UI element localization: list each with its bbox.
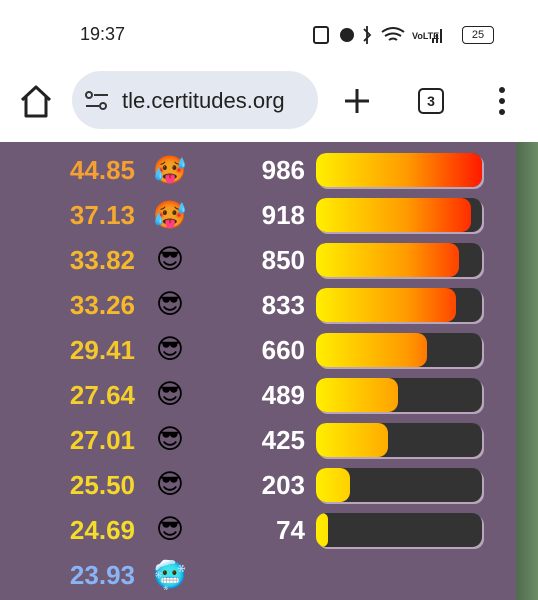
row-score: 489 (261, 380, 305, 410)
row-emoji: 😎 (155, 334, 185, 364)
score-track (316, 468, 482, 502)
row-emoji: 😎 (155, 379, 185, 409)
score-bar (316, 468, 351, 502)
row-value: 25.50 (69, 470, 135, 500)
score-track (316, 423, 482, 457)
score-track (316, 288, 482, 322)
home-button[interactable] (16, 82, 56, 122)
row-emoji: 😎 (155, 514, 185, 544)
score-track (316, 198, 482, 232)
row-emoji: 😎 (155, 424, 185, 454)
row-emoji: 🥵 (153, 155, 187, 185)
row-score: 660 (261, 335, 305, 365)
score-track (316, 333, 482, 367)
score-bar (316, 513, 329, 547)
row-score: 203 (261, 470, 305, 500)
score-track (316, 513, 482, 547)
row-emoji: 😎 (155, 289, 185, 319)
score-bar (316, 288, 457, 322)
tab-count[interactable]: 3 (418, 88, 444, 114)
row-score: 850 (261, 245, 305, 275)
row-value: 37.13 (69, 200, 135, 230)
row-value: 44.85 (69, 155, 135, 185)
row-score: 918 (261, 200, 305, 230)
site-settings-icon[interactable] (84, 89, 110, 113)
status-bar: 19:37 VoLTE 25 (0, 0, 538, 62)
row-value: 29.41 (69, 335, 135, 365)
row-emoji: 😎 (155, 244, 185, 274)
leaderboard: 44.85 🥵 986 37.13 🥵 918 33.82 😎 850 33.26 😎 833 29.4… (0, 142, 538, 600)
menu-button[interactable] (497, 86, 507, 116)
svg-text:VoLTE: VoLTE (412, 31, 439, 41)
new-tab-button[interactable] (342, 86, 372, 116)
status-icons: VoLTE (313, 26, 442, 44)
row-score: 425 (261, 425, 305, 455)
row-score: 74 (276, 515, 305, 545)
score-bar (316, 153, 482, 187)
url-field[interactable]: tle.certitudes.org (72, 71, 318, 129)
score-bar (316, 243, 460, 277)
row-score: 986 (261, 155, 305, 185)
row-value: 23.93 (69, 560, 135, 590)
row-value: 33.26 (69, 290, 135, 320)
row-emoji: 🥵 (153, 200, 187, 230)
browser-toolbar: tle.certitudes.org 3 (0, 62, 538, 142)
score-track (316, 243, 482, 277)
clock: 19:37 (80, 24, 126, 44)
score-track (316, 378, 482, 412)
score-bar (316, 198, 471, 232)
score-bar (316, 333, 428, 367)
row-value: 27.64 (69, 380, 135, 410)
score-bar (316, 378, 399, 412)
row-emoji: 🥶 (153, 560, 187, 590)
url-text: tle.certitudes.org (122, 88, 285, 113)
score-bar (316, 423, 388, 457)
row-value: 27.01 (69, 425, 135, 455)
row-emoji: 😎 (155, 469, 185, 499)
row-value: 24.69 (69, 515, 135, 545)
battery: 25 (462, 26, 494, 44)
side-strip (516, 142, 538, 600)
row-value: 33.82 (69, 245, 135, 275)
score-track (316, 153, 482, 187)
row-score: 833 (261, 290, 305, 320)
